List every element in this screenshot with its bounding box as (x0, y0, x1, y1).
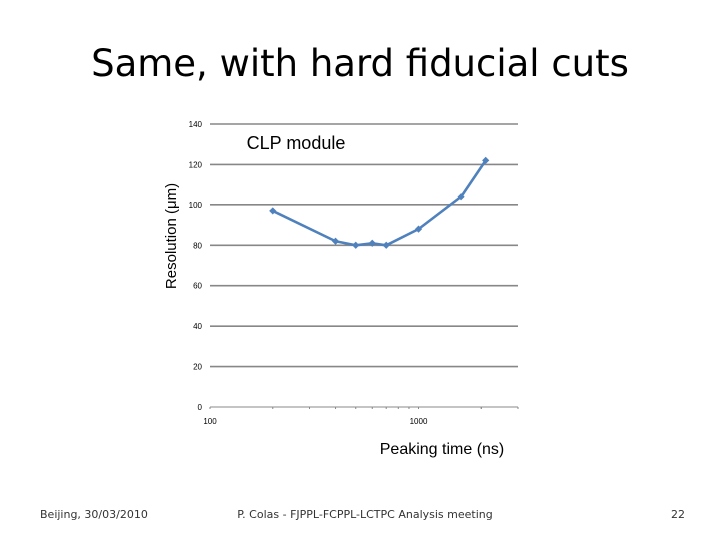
y-tick-label-0: 0 (198, 403, 203, 412)
data-point-1 (331, 237, 340, 245)
series-line-0 (272, 159, 487, 247)
chart-title: CLP module (247, 133, 346, 153)
slide-title: Same, with hard fiducial cuts (91, 42, 629, 85)
data-point-5 (414, 225, 423, 233)
x-tick-label-100: 100 (203, 417, 217, 426)
y-axis-label: Resolution (μm) (163, 183, 180, 289)
x-axis-label: Peaking time (ns) (380, 441, 505, 458)
y-tick-label-40: 40 (193, 322, 202, 331)
y-tick-label-100: 100 (189, 201, 203, 210)
y-tick-label-80: 80 (193, 241, 202, 250)
footer-page-number: 22 (671, 508, 685, 521)
axes (209, 407, 519, 409)
data-point-0 (269, 207, 277, 215)
data-point-4 (382, 241, 390, 249)
data-point-2 (352, 241, 360, 249)
resolution-chart: 0 20 40 60 80 100 120 140 100 1000 CLP module Pea… (163, 120, 519, 458)
y-tick-label-60: 60 (193, 282, 202, 291)
data-point-7 (482, 156, 490, 164)
data-point-6 (457, 193, 465, 201)
y-tick-label-20: 20 (193, 363, 202, 372)
y-tick-label-120: 120 (189, 160, 203, 169)
footer-author-meeting: P. Colas - FJPPL-FCPPL-LCTPC Analysis me… (237, 508, 493, 521)
y-tick-label-140: 140 (189, 120, 203, 129)
x-tick-label-1000: 1000 (410, 417, 428, 426)
data-point-3 (368, 239, 376, 247)
gridlines (210, 123, 518, 408)
tick-labels: 0 20 40 60 80 100 120 140 100 1000 (189, 120, 428, 426)
series (269, 156, 490, 249)
footer-location-date: Beijing, 30/03/2010 (40, 508, 148, 521)
